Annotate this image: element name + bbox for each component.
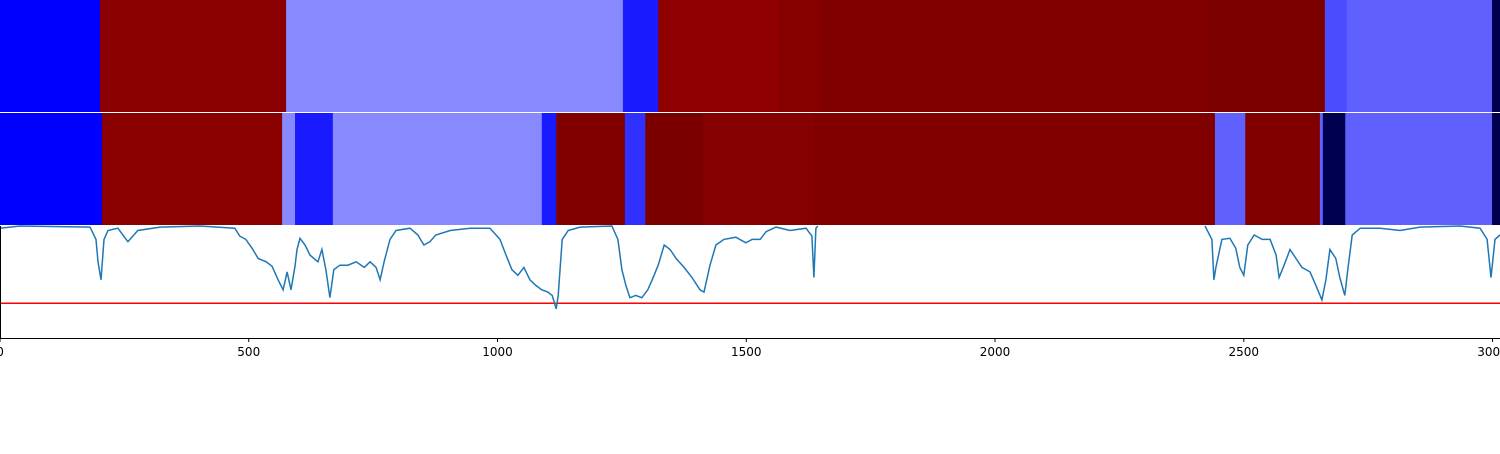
x-tick-label: 0 <box>0 345 4 359</box>
segment <box>332 113 543 225</box>
segment <box>286 0 624 112</box>
x-tick-label: 500 <box>237 345 260 359</box>
segment <box>622 0 659 112</box>
segment <box>820 0 1211 112</box>
segment <box>779 0 822 112</box>
segment <box>0 113 103 225</box>
segment <box>556 113 626 225</box>
segment <box>295 113 334 225</box>
segment <box>1492 0 1500 112</box>
segment <box>702 113 816 225</box>
segment <box>0 0 101 112</box>
segment <box>814 113 1216 225</box>
x-tick-label: 1000 <box>482 345 513 359</box>
segment <box>1345 113 1493 225</box>
confidence-line <box>0 225 1500 310</box>
x-tick-label: 1500 <box>731 345 762 359</box>
segment <box>1245 113 1321 225</box>
segment <box>100 0 287 112</box>
segment <box>282 113 296 225</box>
segment <box>101 113 283 225</box>
segment <box>1324 0 1348 112</box>
segment <box>1346 0 1493 112</box>
segment <box>1322 113 1346 225</box>
x-tick-label: 2500 <box>1229 345 1260 359</box>
segment <box>1492 113 1500 225</box>
segment <box>1214 113 1246 225</box>
segment <box>1209 0 1326 112</box>
segment <box>624 113 646 225</box>
segment <box>645 113 704 225</box>
x-tick-label: 3000 <box>1477 345 1500 359</box>
segment <box>658 0 780 112</box>
x-tick-label: 2000 <box>980 345 1011 359</box>
segment <box>541 113 557 225</box>
segment <box>1319 113 1324 225</box>
